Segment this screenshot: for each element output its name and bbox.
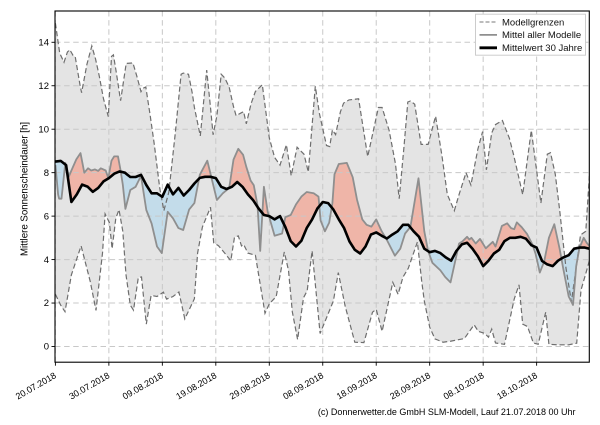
svg-text:10: 10 [38, 124, 49, 135]
svg-text:Mittel aller Modelle: Mittel aller Modelle [502, 30, 581, 41]
svg-text:Mittlere Sonnenscheindauer [h]: Mittlere Sonnenscheindauer [h] [20, 122, 31, 256]
svg-text:8: 8 [44, 168, 49, 179]
svg-text:Modellgrenzen: Modellgrenzen [502, 17, 564, 28]
svg-text:14: 14 [38, 37, 49, 48]
svg-text:(c) Donnerwetter.de GmbH SLM-M: (c) Donnerwetter.de GmbH SLM-Modell, Lau… [318, 407, 576, 417]
svg-text:2: 2 [44, 298, 49, 309]
svg-text:Mittelwert 30 Jahre: Mittelwert 30 Jahre [502, 43, 582, 54]
svg-text:4: 4 [44, 255, 49, 266]
svg-text:0: 0 [44, 342, 49, 353]
svg-text:6: 6 [44, 211, 49, 222]
svg-text:12: 12 [38, 81, 49, 92]
